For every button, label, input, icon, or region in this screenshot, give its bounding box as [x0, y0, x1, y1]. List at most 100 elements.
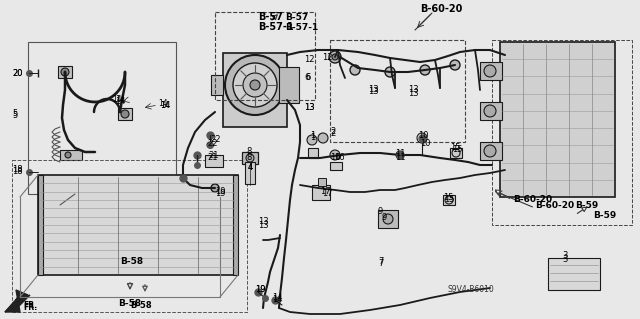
Text: B-58: B-58 — [120, 257, 143, 266]
Text: 13: 13 — [304, 103, 315, 113]
Bar — [450, 148, 462, 158]
Text: 21: 21 — [208, 151, 218, 160]
Circle shape — [61, 68, 69, 76]
Circle shape — [65, 152, 71, 158]
Bar — [480, 102, 502, 120]
Text: 13: 13 — [368, 85, 379, 94]
Bar — [223, 53, 287, 127]
Text: B-57: B-57 — [285, 12, 308, 21]
Text: 19: 19 — [215, 188, 225, 197]
Bar — [480, 62, 502, 80]
Circle shape — [243, 73, 267, 97]
Text: 13: 13 — [408, 88, 419, 98]
Bar — [308, 148, 318, 158]
Polygon shape — [5, 290, 28, 312]
Circle shape — [225, 55, 285, 115]
Text: 3: 3 — [562, 256, 568, 264]
Circle shape — [121, 110, 129, 118]
Text: FR.: FR. — [23, 300, 37, 309]
Text: B-57: B-57 — [258, 12, 283, 22]
Bar — [330, 40, 465, 142]
Bar — [242, 152, 258, 164]
Bar — [233, 175, 238, 275]
Text: 15: 15 — [443, 192, 454, 202]
Text: 14: 14 — [112, 95, 122, 105]
Text: 19: 19 — [255, 286, 266, 294]
Bar — [500, 42, 615, 197]
Text: 13: 13 — [304, 103, 315, 113]
Bar — [215, 12, 315, 100]
Bar — [60, 150, 82, 160]
Circle shape — [484, 65, 496, 77]
Text: 15: 15 — [452, 145, 463, 154]
Text: 2: 2 — [330, 128, 335, 137]
Circle shape — [484, 145, 496, 157]
Text: B-60-20: B-60-20 — [513, 196, 552, 204]
Text: 2: 2 — [330, 130, 335, 138]
Text: 13: 13 — [408, 85, 419, 94]
Text: 3: 3 — [562, 250, 568, 259]
Text: 9: 9 — [382, 213, 387, 222]
Text: 14: 14 — [160, 100, 170, 109]
Text: 4: 4 — [248, 164, 253, 173]
Text: 20: 20 — [12, 69, 22, 78]
Text: 18: 18 — [12, 166, 22, 174]
Text: 15: 15 — [450, 143, 461, 152]
Text: 4: 4 — [248, 164, 253, 173]
Text: 11: 11 — [395, 149, 406, 158]
Text: 14: 14 — [160, 101, 170, 110]
Text: 15: 15 — [444, 196, 454, 204]
Text: 13: 13 — [368, 87, 379, 97]
Text: 13: 13 — [258, 220, 269, 229]
Circle shape — [318, 133, 328, 143]
Circle shape — [332, 54, 338, 60]
Circle shape — [329, 51, 341, 63]
Text: 14: 14 — [272, 293, 282, 301]
Text: 22: 22 — [207, 138, 218, 147]
Text: 19: 19 — [255, 286, 266, 294]
Text: 12: 12 — [304, 56, 314, 64]
Text: 19: 19 — [215, 189, 225, 197]
Text: B-57-1: B-57-1 — [258, 22, 294, 32]
Text: 6: 6 — [305, 73, 310, 83]
Text: 9: 9 — [378, 207, 383, 217]
Text: 12: 12 — [322, 53, 333, 62]
Bar — [245, 162, 255, 184]
Text: B-58: B-58 — [118, 299, 141, 308]
Bar — [443, 195, 455, 205]
Text: 13: 13 — [258, 218, 269, 226]
Bar — [279, 67, 299, 103]
Text: B-59: B-59 — [593, 211, 616, 219]
Circle shape — [350, 65, 360, 75]
Text: 14: 14 — [115, 98, 125, 107]
Text: B-60-20: B-60-20 — [535, 201, 574, 210]
Text: 21: 21 — [207, 153, 218, 162]
Circle shape — [330, 150, 340, 160]
Circle shape — [307, 135, 317, 145]
Circle shape — [484, 105, 496, 117]
Bar — [12, 160, 247, 312]
Bar — [378, 210, 398, 228]
Bar — [58, 66, 72, 78]
Text: 16: 16 — [330, 153, 340, 162]
Text: 11: 11 — [395, 153, 406, 162]
Bar — [318, 178, 326, 186]
Text: 17: 17 — [320, 188, 331, 197]
Text: B-58: B-58 — [130, 300, 152, 309]
Text: 17: 17 — [322, 189, 333, 197]
Text: 1: 1 — [310, 133, 316, 143]
Bar — [205, 155, 223, 167]
Text: 14: 14 — [272, 295, 282, 305]
Text: FR.: FR. — [23, 303, 37, 313]
Text: 7: 7 — [378, 257, 383, 266]
Text: B-59: B-59 — [575, 201, 598, 210]
Bar — [480, 142, 502, 160]
Text: B-60-20: B-60-20 — [420, 4, 462, 14]
Circle shape — [250, 80, 260, 90]
Circle shape — [383, 214, 393, 224]
Text: 5: 5 — [12, 110, 17, 120]
Bar — [548, 258, 600, 290]
Text: 10: 10 — [420, 139, 431, 149]
Text: B-57-1: B-57-1 — [285, 23, 318, 32]
Bar — [492, 40, 632, 225]
